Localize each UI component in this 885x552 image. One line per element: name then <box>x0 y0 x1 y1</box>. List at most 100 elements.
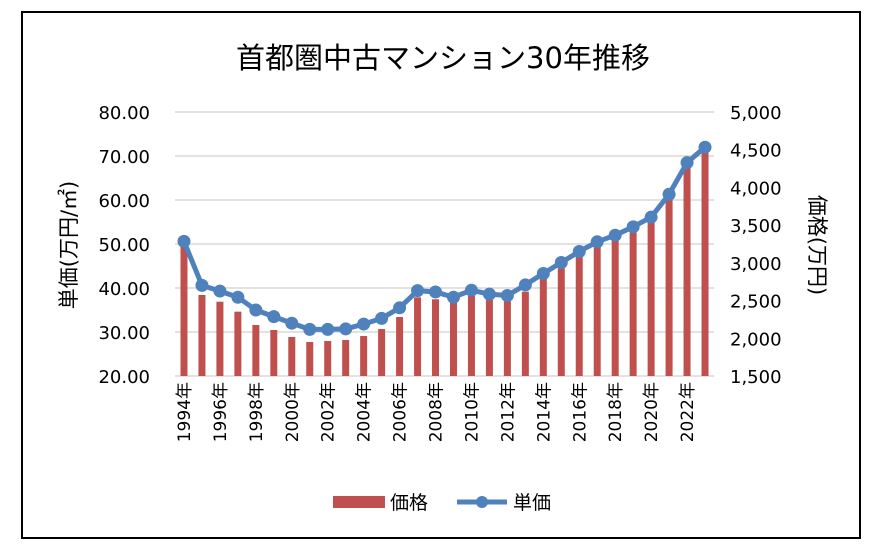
point-1994年 <box>177 234 191 248</box>
bar-2020年 <box>647 221 655 376</box>
bar-1999年 <box>270 329 278 376</box>
y2-tick-label: 4,500 <box>730 141 782 162</box>
y2-axis-title: 価格(万円) <box>805 195 829 295</box>
point-1996年 <box>213 284 227 298</box>
bar-2017年 <box>593 244 601 376</box>
y2-tick-label: 3,500 <box>730 216 782 237</box>
bar-1997年 <box>234 311 242 376</box>
bar-2004年 <box>360 336 368 376</box>
point-1995年 <box>195 278 209 292</box>
point-2021年 <box>662 187 676 201</box>
bar-2007年 <box>414 297 422 376</box>
bar-2012年 <box>503 301 511 376</box>
legend-label-price: 価格 <box>390 492 428 514</box>
bar-2011年 <box>485 299 493 376</box>
point-2011年 <box>482 287 496 301</box>
bar-2005年 <box>378 329 386 376</box>
y-tick-label: 80.00 <box>98 103 150 124</box>
point-2008年 <box>429 285 443 299</box>
bar-2006年 <box>396 317 404 376</box>
point-2018年 <box>608 228 622 242</box>
bar-2019年 <box>629 230 637 376</box>
y-tick-label: 60.00 <box>98 191 150 212</box>
bar-2016年 <box>575 255 583 376</box>
x-tick-label: 2006年 <box>391 382 411 442</box>
point-2004年 <box>357 317 371 331</box>
y2-tick-label: 2,500 <box>730 292 782 313</box>
point-2017年 <box>590 235 604 249</box>
point-2020年 <box>644 210 658 224</box>
bar-2001年 <box>306 341 314 376</box>
unit-price-line <box>181 145 707 332</box>
y-tick-label: 50.00 <box>98 235 150 256</box>
y-tick-label: 30.00 <box>98 323 150 344</box>
bar-1996年 <box>216 301 224 376</box>
point-2001年 <box>303 322 317 336</box>
y-axis-title: 単価(万円/㎡) <box>57 181 81 309</box>
x-tick-label: 2012年 <box>498 382 518 442</box>
bar-2015年 <box>557 268 565 376</box>
bar-2014年 <box>539 278 547 376</box>
y-tick-label: 20.00 <box>98 367 150 388</box>
bar-1994年 <box>180 246 188 376</box>
point-2002年 <box>321 322 335 336</box>
point-2012年 <box>500 288 514 302</box>
x-tick-label: 2018年 <box>606 382 626 442</box>
chart-title: 首都圏中古マンション30年推移 <box>236 41 650 75</box>
y-tick-label: 70.00 <box>98 147 150 168</box>
point-2000年 <box>285 316 299 330</box>
x-tick-label: 2000年 <box>283 382 303 442</box>
y2-tick-label: 2,000 <box>730 329 782 350</box>
bar-2022年 <box>683 166 691 376</box>
point-2015年 <box>554 255 568 269</box>
y2-tick-label: 3,000 <box>730 254 782 275</box>
bar-1998年 <box>252 325 260 376</box>
point-2014年 <box>536 266 550 280</box>
bar-2003年 <box>342 340 350 376</box>
y2-tick-label: 1,500 <box>730 367 782 388</box>
x-tick-label: 2002年 <box>319 382 339 442</box>
x-tick-label: 2010年 <box>462 382 482 442</box>
bar-2008年 <box>432 299 440 376</box>
x-tick-label: 1998年 <box>247 382 267 442</box>
point-1997年 <box>231 290 245 304</box>
bar-1995年 <box>198 294 206 376</box>
point-1999年 <box>267 310 281 324</box>
legend-bar-swatch <box>333 496 385 508</box>
point-2013年 <box>518 278 532 292</box>
point-2009年 <box>446 290 460 304</box>
point-2005年 <box>375 311 389 325</box>
legend-line-marker <box>476 496 488 508</box>
x-tick-label: 2020年 <box>642 382 662 442</box>
y-tick-label: 40.00 <box>98 279 150 300</box>
x-tick-label: 1996年 <box>211 382 231 442</box>
x-tick-label: 1994年 <box>175 382 195 442</box>
legend: 価格 単価 <box>333 492 551 514</box>
x-tick-label: 2022年 <box>678 382 698 442</box>
point-1998年 <box>249 303 263 317</box>
point-2007年 <box>411 284 425 298</box>
point-2016年 <box>572 244 586 258</box>
chart-frame <box>21 11 861 539</box>
bar-2002年 <box>324 341 332 376</box>
bar-2010年 <box>467 295 475 376</box>
x-tick-label: 2014年 <box>534 382 554 442</box>
point-2003年 <box>339 322 353 336</box>
y2-tick-label: 4,000 <box>730 178 782 199</box>
bar-2000年 <box>288 337 296 376</box>
bar-2018年 <box>611 239 619 376</box>
x-tick-label: 2008年 <box>427 382 447 442</box>
bar-2023年 <box>701 149 709 376</box>
legend-label-unit-price: 単価 <box>513 492 551 514</box>
y2-tick-label: 5,000 <box>730 103 782 124</box>
point-2023年 <box>698 140 712 154</box>
point-2022年 <box>680 156 694 170</box>
bar-2013年 <box>521 291 529 376</box>
bar-2009年 <box>449 301 457 376</box>
point-2019年 <box>626 220 640 234</box>
point-2010年 <box>464 283 478 297</box>
x-tick-label: 2016年 <box>570 382 590 442</box>
x-tick-label: 2004年 <box>355 382 375 442</box>
point-2006年 <box>393 301 407 315</box>
